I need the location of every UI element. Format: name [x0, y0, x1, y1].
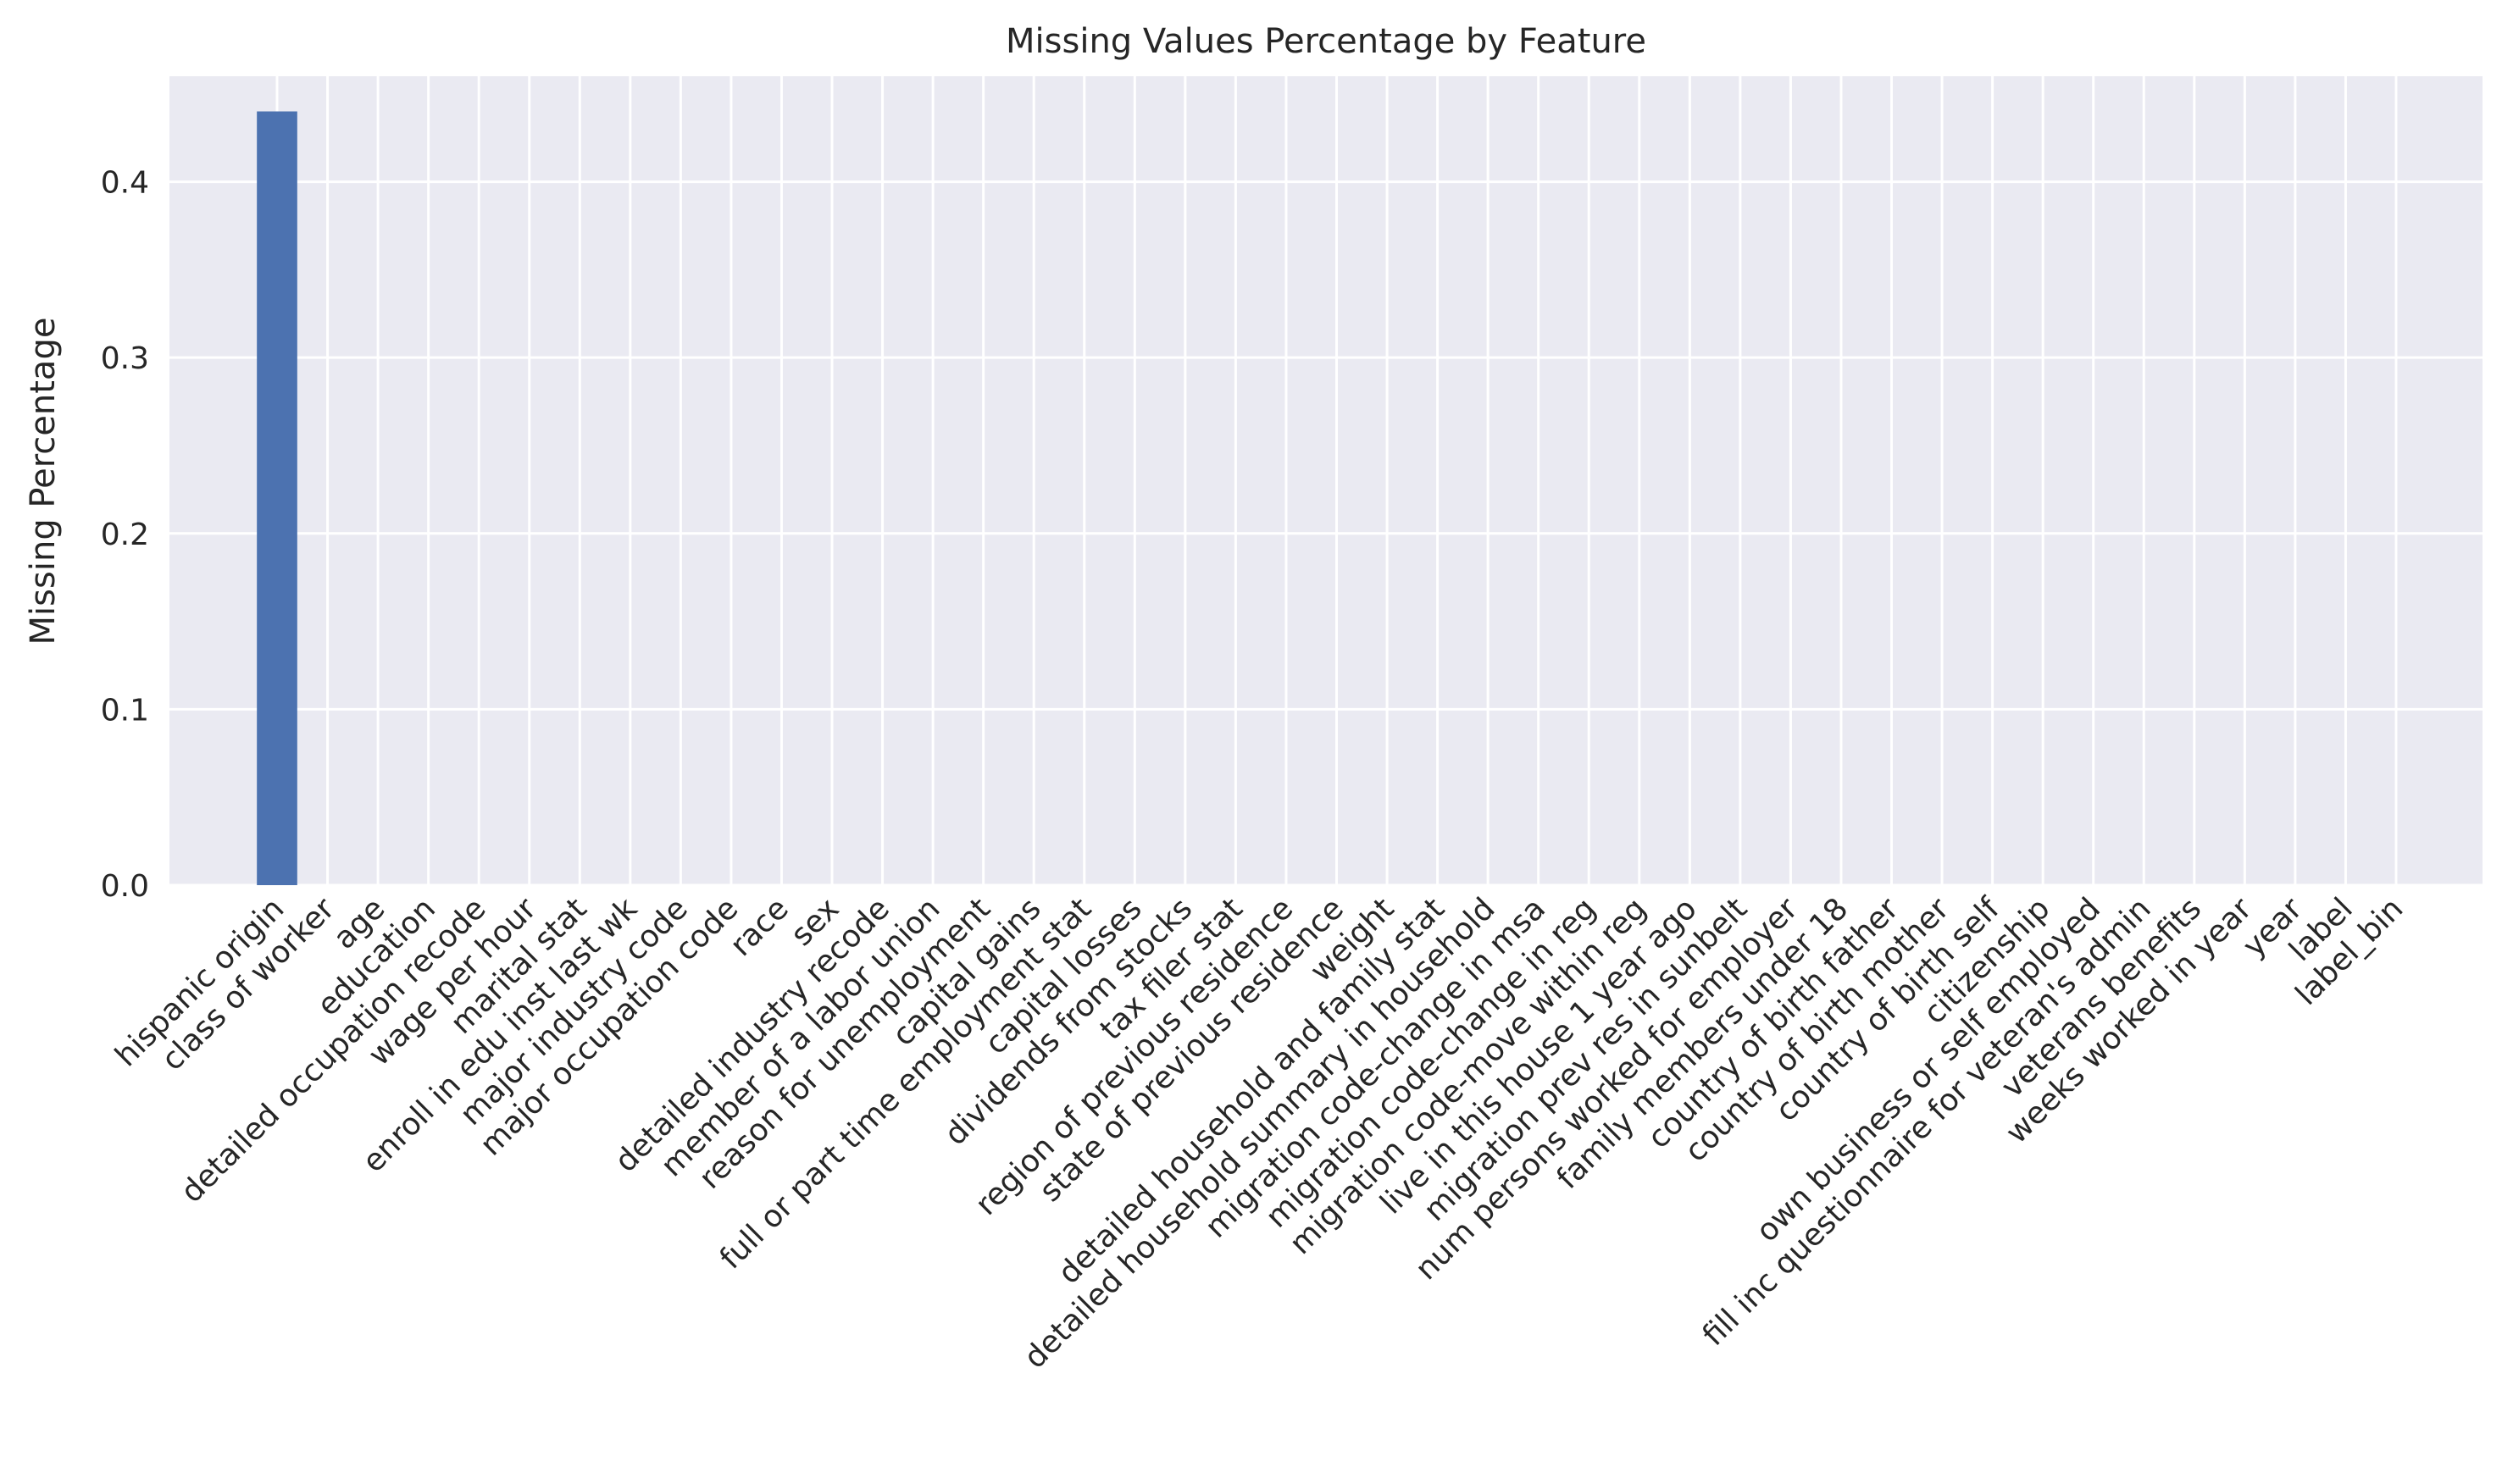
bar	[257, 111, 297, 886]
y-tick-label: 0.1	[101, 693, 149, 728]
y-tick-label: 0.3	[101, 341, 149, 376]
y-tick-label: 0.0	[101, 869, 149, 904]
y-tick-label: 0.2	[101, 518, 149, 552]
y-axis-label: Missing Percentage	[24, 318, 63, 645]
plot-area	[169, 76, 2483, 885]
grid-lines	[169, 76, 2483, 887]
chart-title: Missing Values Percentage by Feature	[1006, 22, 1646, 61]
y-tick-labels: 0.0 0.1 0.2 0.3 0.4	[101, 166, 149, 904]
bars	[257, 111, 297, 886]
y-tick-label: 0.4	[101, 166, 149, 201]
